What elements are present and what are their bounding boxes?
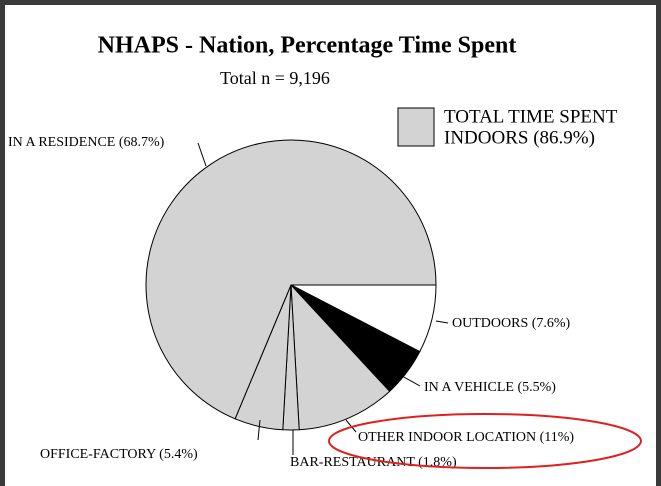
slice-label: OTHER INDOOR LOCATION (11%) <box>358 430 574 445</box>
legend-label: TOTAL TIME SPENT <box>444 106 618 127</box>
legend-label: INDOORS (86.9%) <box>444 127 595 148</box>
highlight-ellipse <box>328 413 642 469</box>
slice-label: IN A RESIDENCE (68.7%) <box>8 135 165 150</box>
leader-line <box>401 375 421 387</box>
leader-line <box>435 320 449 324</box>
leader-line <box>257 419 261 441</box>
pie-slice <box>290 283 391 431</box>
slice-label: OFFICE-FACTORY (5.4%) <box>40 447 198 462</box>
chart-subtitle: Total n = 9,196 <box>220 68 330 88</box>
slice-label: IN A VEHICLE (5.5%) <box>424 380 556 395</box>
legend-swatch <box>397 107 435 147</box>
chart-title: NHAPS - Nation, Percentage Time Spent <box>98 33 517 59</box>
leader-line <box>345 419 357 433</box>
slice-label: BAR-RESTAURANT (1.8%) <box>290 455 457 470</box>
slice-label: OUTDOORS (7.6%) <box>452 316 571 331</box>
leader-line <box>197 142 207 167</box>
pie-slice <box>145 139 437 420</box>
